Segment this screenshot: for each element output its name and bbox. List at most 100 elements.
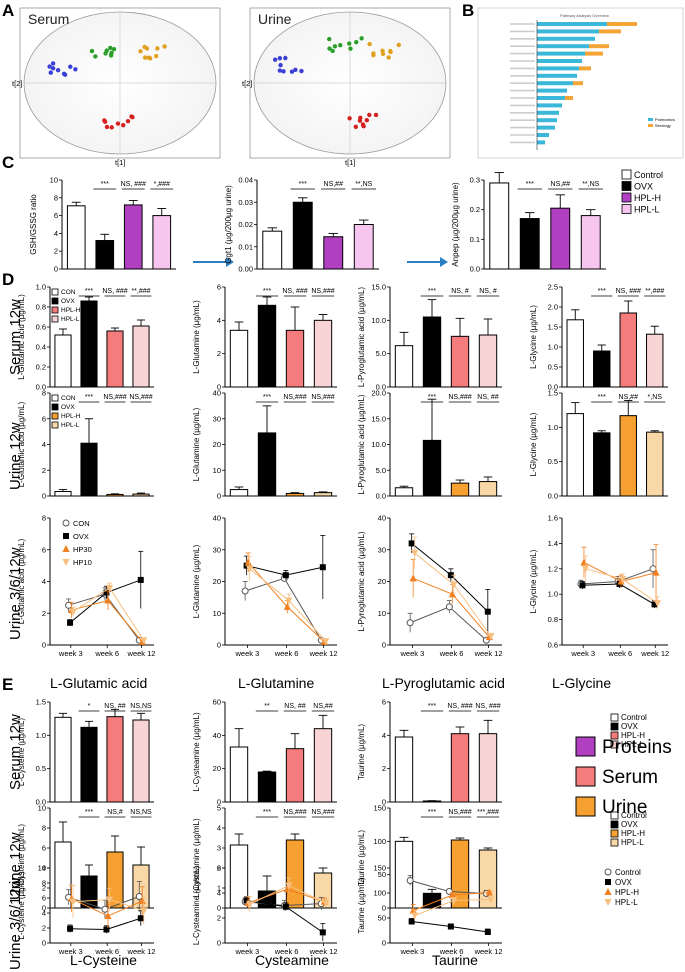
- pathway-bar-b-0: [607, 22, 637, 26]
- D31-ytick-label-3: 6: [42, 545, 46, 554]
- legend-d1-label-0: CON: [61, 289, 76, 296]
- D22-bar-1: [257, 432, 277, 497]
- D11-bar-2: [106, 330, 124, 388]
- panel-label-a: A: [2, 1, 14, 20]
- E23-bar-0: [394, 840, 414, 909]
- C3-sig-0: ***: [526, 181, 534, 188]
- E33-series-1-point-0: [408, 918, 415, 925]
- pca-serum-plot: Serum t[1] t[2]: [12, 7, 221, 167]
- D34-series-3-point-1: [618, 575, 627, 583]
- pathway-bar-a-3: [537, 44, 589, 49]
- pca-urine-points-HPL-L-pt-4: [386, 55, 391, 60]
- pca-serum-points-HPL-H-pt-5: [108, 53, 114, 58]
- D21-sig-0: ***: [85, 394, 93, 401]
- E13-bar-3: [478, 733, 498, 803]
- D13-ytick-label-0: 0.0: [376, 383, 386, 392]
- pathway-legend-swatch-a: [648, 118, 653, 121]
- D12-ytick-label-0: 0: [217, 383, 221, 392]
- D21-ytick-label-2: 4: [42, 440, 46, 449]
- pca-urine-points-OVX-pt-3: [357, 118, 363, 123]
- D14-bar-2: [619, 312, 637, 388]
- D33-series-3-point-1: [450, 581, 458, 589]
- C3-bar-3: [580, 215, 601, 270]
- D34-series-1-line: [582, 583, 655, 605]
- C3-bar-0: [489, 182, 510, 270]
- D33-series-1-point-1: [447, 572, 454, 579]
- D34-xtick-label-2: week 12: [640, 649, 669, 658]
- D23-ytick-label-3: 15.0: [371, 414, 386, 423]
- row-label-d-time: Urine 3/6/12w: [7, 547, 24, 640]
- E13-ylabel: Taurine (µg/mL): [357, 724, 366, 781]
- D32-series-0-point-0: [241, 587, 249, 595]
- legend-d1-swatch-3: [51, 315, 59, 323]
- E31-series-3-point-1: [105, 896, 114, 904]
- E11-bar-1: [80, 726, 98, 803]
- D23-ytick-label-4: 20.0: [371, 389, 386, 398]
- D32-series-0-line: [244, 577, 322, 641]
- C2-ytick-label-2: 0.02: [238, 220, 253, 229]
- D21-bar-2: [106, 493, 124, 497]
- E33-series-2-point-2: [485, 888, 493, 896]
- D32-xtick-label-1: week 6: [274, 649, 299, 658]
- E31-series-0-point-1: [101, 905, 109, 913]
- E13-bar-0: [394, 736, 414, 803]
- D11-ytick-label-2: 0.4: [36, 343, 46, 352]
- C3-sig-2: **,NS: [582, 181, 599, 188]
- legend-e3-label-3: HPL-L: [615, 898, 638, 907]
- D22-sig-2: NS,###: [311, 394, 334, 401]
- legend-e1-swatch-0: [610, 713, 619, 722]
- C2-ytick-label-0: 0.00: [238, 265, 253, 274]
- E32-ytick-label-1: 2: [217, 914, 221, 923]
- D22-bar-2: [285, 492, 305, 497]
- legend-c-label-1: OVX: [634, 182, 653, 192]
- legend-e2-label-1: OVX: [621, 820, 639, 829]
- E31-series-0-point-2: [135, 893, 143, 900]
- D11-sig-0: ***: [85, 288, 93, 295]
- D12-sig-1: NS, ###: [282, 288, 307, 295]
- pca-urine-points-HPL-L-pt-6: [396, 42, 402, 48]
- pathway-bar-a-13: [537, 118, 557, 123]
- legend-e3-marker-0: [604, 868, 612, 876]
- D22-ytick-label-0: 0: [217, 492, 221, 501]
- C2-ylabel: Ggt1 (µg/200µg urine): [224, 185, 233, 264]
- E22-ytick-label-2: 2: [217, 864, 221, 873]
- D34-ytick-label-4: 1.4: [548, 539, 558, 548]
- E21-ytick-label-4: 8: [42, 824, 46, 833]
- pca-urine-points-HPL-H-pt-8: [327, 46, 332, 51]
- chart-E12: 0 20 40 60 L-Cysteamine (µg/mL) ** NS, ## NS,##: [192, 698, 337, 807]
- D21-bar-1: [80, 442, 98, 497]
- D22-ytick-label-1: 10: [213, 466, 221, 475]
- pca-serum-points-HPL-L-pt-4: [162, 44, 167, 49]
- D24-ytick-label-3: 1.5: [548, 389, 558, 398]
- E33-series-3-point-1: [450, 897, 458, 905]
- legend-d2-label-3: HPL-L: [61, 422, 80, 429]
- pathway-bar-a-12: [537, 110, 559, 115]
- legend-d3-label-2: HP30: [73, 545, 92, 554]
- pca-serum-points-HPL-H-pt-6: [104, 48, 109, 53]
- D23-bar-3: [478, 481, 498, 497]
- C1-sig-2: *,###: [154, 181, 170, 188]
- D23-sig-1: NS,###: [448, 394, 471, 401]
- pca-urine-points-OVX-pt-4: [360, 122, 366, 127]
- D22-ylabel: L-Glutamine (µg/mL): [192, 407, 201, 481]
- D33-series-3-point-0: [411, 549, 419, 557]
- D34-series-1-point-2: [651, 601, 658, 608]
- chart-D12: 0 2 4 6 L-Glutamine (µg/mL) *** NS, ### NS,###: [192, 283, 337, 392]
- E32-xtick-label-0: week 3: [235, 947, 260, 956]
- pca-urine-points-HPL-L-pt-5: [380, 51, 386, 57]
- pca-serum-points-CON-pt-2: [48, 70, 53, 75]
- C3-bar-2: [550, 207, 571, 270]
- legend-urine-label: Urine: [602, 797, 647, 818]
- legend-e2-swatch-0: [610, 811, 619, 820]
- chart-E31: 0 2 4 6 8 10 L-Cysteine (µg/mL) week 3 week 6 wee…: [17, 864, 155, 957]
- pathway-bar-a-15: [537, 133, 549, 137]
- D34-series-2-point-2: [652, 568, 660, 576]
- E11-ytick-label-2: 1.0: [36, 731, 46, 740]
- D22-bar-0: [229, 489, 249, 497]
- D22-ytick-label-4: 40: [213, 389, 221, 398]
- legend-c-label-3: HPL-L: [634, 205, 660, 215]
- pca-urine-points-HPL-H-pt-5: [330, 48, 335, 54]
- C3-sig-1: NS,##: [551, 181, 571, 188]
